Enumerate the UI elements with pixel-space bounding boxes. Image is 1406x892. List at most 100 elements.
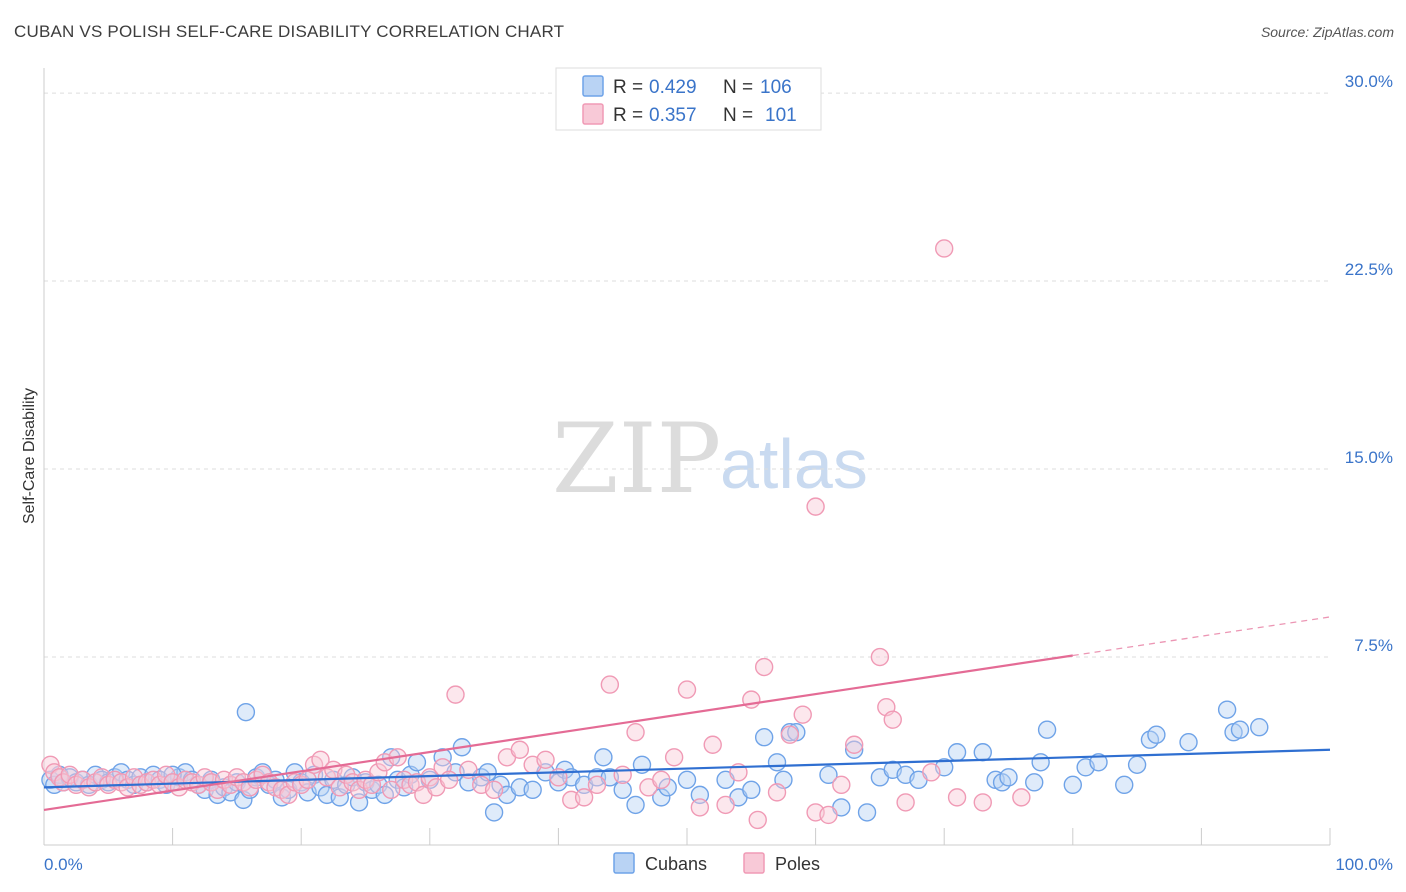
point-poles	[922, 763, 941, 782]
point-poles	[587, 775, 607, 795]
point-poles	[484, 780, 504, 800]
point-poles	[510, 740, 530, 759]
trend-lines	[43, 616, 1331, 811]
point-cubans	[594, 748, 613, 767]
series-legend-swatch-poles	[743, 852, 765, 874]
legend-n-label-poles: N =	[723, 105, 753, 126]
series-legend-label-poles: Poles	[775, 854, 820, 874]
y-axis-label: Self-Care Disability	[21, 388, 38, 524]
point-poles	[536, 750, 555, 769]
x-tick-label-max: 100.0%	[1335, 855, 1393, 874]
point-poles	[652, 770, 671, 790]
point-cubans	[1115, 775, 1134, 795]
y-tick-labels: 7.5% 15.0% 22.5% 30.0%	[1345, 72, 1393, 655]
trend-line-extension-poles	[1072, 616, 1331, 657]
legend-swatch-poles	[582, 103, 604, 125]
chart-title: CUBAN VS POLISH SELF-CARE DISABILITY COR…	[14, 22, 565, 41]
legend-n-value-cubans: 106	[760, 77, 792, 98]
point-cubans	[1230, 720, 1250, 739]
point-cubans	[555, 760, 575, 780]
point-poles	[703, 735, 722, 754]
stats-legend: R = 0.429 N = 106 R = 0.357 N = 101	[555, 67, 822, 131]
legend-r-label-cubans: R =	[613, 77, 643, 98]
y-tick-label: 7.5%	[1354, 636, 1393, 655]
point-cubans	[1127, 755, 1147, 774]
point-cubans	[690, 785, 710, 805]
point-poles	[754, 657, 774, 677]
point-poles	[896, 793, 915, 812]
point-cubans	[433, 748, 452, 767]
point-cubans	[767, 753, 787, 772]
point-poles	[317, 768, 337, 787]
point-cubans	[857, 803, 877, 822]
point-poles	[844, 735, 864, 754]
point-poles	[947, 788, 967, 807]
x-ticks	[172, 828, 1331, 845]
point-poles	[806, 497, 825, 516]
grid	[44, 92, 1330, 658]
legend-r-value-poles: 0.357	[649, 105, 697, 126]
point-poles	[664, 748, 684, 767]
x-tick-label-min: 0.0%	[44, 855, 83, 874]
point-cubans	[658, 778, 677, 797]
point-cubans	[819, 765, 838, 785]
trend-line-cubans	[43, 748, 1331, 789]
watermark-zip: ZIP	[552, 403, 721, 515]
point-cubans	[1031, 753, 1050, 772]
point-cubans	[484, 803, 504, 822]
point-cubans	[742, 780, 761, 800]
point-poles	[780, 725, 800, 744]
point-poles	[677, 680, 697, 699]
point-cubans	[947, 743, 967, 762]
data-points	[41, 239, 1269, 830]
series-legend-swatch-cubans	[613, 852, 635, 874]
point-cubans	[407, 753, 427, 772]
point-poles	[600, 675, 620, 694]
point-poles	[690, 798, 710, 817]
source-label: Source: ZipAtlas.com	[1260, 24, 1394, 40]
point-poles	[793, 705, 812, 724]
point-poles	[767, 783, 787, 802]
point-cubans	[1089, 753, 1108, 772]
point-poles	[716, 795, 735, 815]
point-cubans	[844, 740, 864, 759]
legend-swatch-cubans	[582, 75, 604, 97]
point-cubans	[1250, 717, 1269, 737]
point-cubans	[1147, 725, 1166, 744]
legend-n-label-cubans: N =	[723, 77, 753, 98]
watermark-atlas: atlas	[720, 425, 868, 503]
series-legend-label-cubans: Cubans	[645, 854, 707, 874]
point-poles	[973, 793, 992, 812]
watermark: ZIP atlas	[552, 403, 868, 515]
point-cubans	[1217, 700, 1237, 719]
point-cubans	[587, 768, 607, 787]
point-cubans	[1179, 733, 1198, 752]
point-poles	[870, 647, 890, 667]
point-poles	[1012, 788, 1031, 807]
point-cubans	[1063, 775, 1083, 795]
legend-r-label-poles: R =	[613, 105, 643, 126]
point-poles	[832, 775, 851, 795]
y-tick-label: 30.0%	[1345, 72, 1393, 91]
point-cubans	[523, 780, 542, 800]
point-poles	[613, 765, 632, 785]
point-poles	[439, 770, 459, 790]
point-cubans	[677, 770, 697, 790]
legend-r-value-cubans: 0.429	[649, 77, 697, 98]
point-poles	[883, 710, 902, 729]
series-legend: Cubans Poles	[613, 852, 820, 874]
point-cubans	[613, 780, 632, 800]
point-cubans	[1037, 720, 1057, 739]
point-poles	[446, 685, 465, 704]
point-cubans	[999, 768, 1018, 787]
point-cubans	[349, 793, 369, 812]
point-poles	[626, 723, 645, 742]
point-poles	[382, 780, 401, 800]
point-cubans	[754, 728, 774, 747]
point-cubans	[236, 702, 256, 722]
point-cubans	[973, 743, 992, 762]
y-tick-label: 15.0%	[1345, 448, 1393, 467]
point-cubans	[1025, 773, 1044, 792]
point-poles	[819, 805, 838, 825]
